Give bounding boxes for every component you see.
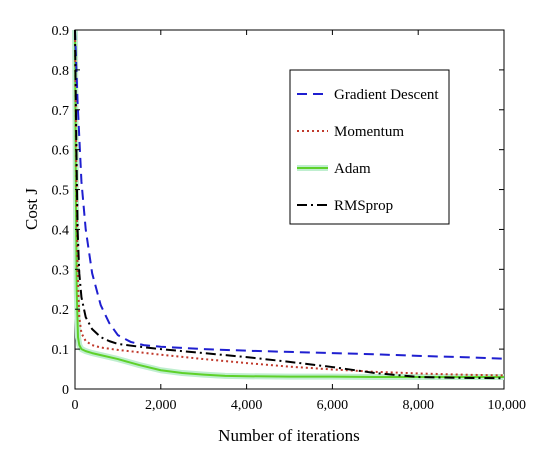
legend-label: Adam <box>334 161 371 177</box>
x-tick-label: 4,000 <box>231 398 263 413</box>
series-layer <box>72 29 505 381</box>
y-tick-label: 0.1 <box>52 343 70 358</box>
x-tick-label: 10,000 <box>488 398 527 413</box>
legend-label: RMSprop <box>334 198 393 214</box>
x-tick-label: 0 <box>72 398 79 413</box>
plot-area: 0 2,000 4,000 6,000 8,000 10,000 0 0.1 0.2 0.3 0.… <box>52 24 527 413</box>
x-tick-label: 2,000 <box>145 398 177 413</box>
legend-label: Gradient Descent <box>334 87 439 103</box>
legend-box <box>289 69 450 225</box>
y-tick-label: 0.2 <box>52 303 70 318</box>
y-axis-ticks: 0 0.1 0.2 0.3 0.4 0.5 0.6 0.7 0.8 0.9 <box>52 24 504 398</box>
legend: Gradient Descent Momentum Adam RMSprop <box>289 69 450 225</box>
y-tick-label: 0.6 <box>52 144 70 159</box>
y-tick-label: 0.3 <box>52 263 70 278</box>
legend-label: Momentum <box>334 124 404 140</box>
y-tick-label: 0.9 <box>52 24 70 39</box>
series-line-adam <box>74 29 504 379</box>
y-tick-label: 0 <box>62 383 69 398</box>
y-tick-label: 0.4 <box>52 223 70 238</box>
x-tick-label: 6,000 <box>317 398 349 413</box>
x-axis-title: Number of iterations <box>218 426 360 445</box>
x-axis-ticks: 0 2,000 4,000 6,000 8,000 10,000 <box>72 30 527 413</box>
y-tick-label: 0.8 <box>52 64 70 79</box>
y-axis-title: Cost J <box>22 188 41 230</box>
series-line-gradient-descent <box>74 29 505 360</box>
series-line-rmsprop <box>74 29 505 380</box>
y-tick-label: 0.5 <box>52 184 70 199</box>
x-tick-label: 8,000 <box>402 398 434 413</box>
y-tick-label: 0.7 <box>52 104 70 119</box>
